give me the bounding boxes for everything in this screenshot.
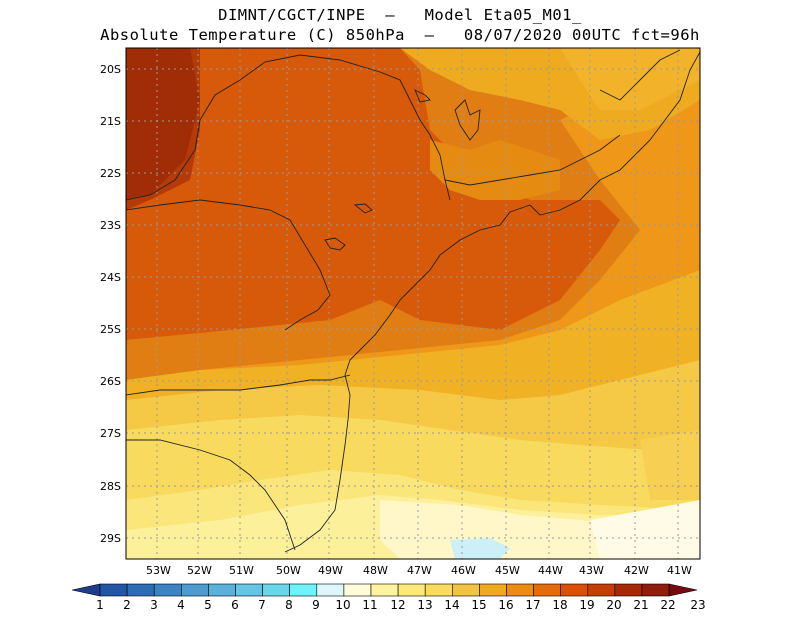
state-border-3 [126, 374, 351, 396]
band-11-12 [590, 500, 700, 559]
colorbar-label: 16 [498, 598, 514, 612]
title-line-2: Absolute Temperature (C) 850hPa – 08/07/… [100, 26, 700, 44]
colorbar-swatch [587, 583, 616, 597]
colorbar-label: 10 [335, 598, 351, 612]
lat-label: 24S [100, 271, 121, 284]
lon-label: 46W [451, 564, 476, 577]
colorbar-label: 5 [204, 598, 212, 612]
lat-label: 25S [100, 323, 121, 336]
lon-label: 45W [495, 564, 520, 577]
colorbar-label: 2 [123, 598, 131, 612]
warm-strip-se [640, 430, 700, 500]
colorbar-swatch [370, 583, 399, 597]
coastline [284, 51, 700, 553]
colorbar-label: 23 [690, 598, 706, 612]
boundaries [126, 49, 700, 553]
colorbar-arrow-right [668, 583, 698, 597]
colorbar-swatch [479, 583, 507, 597]
lon-label: 41W [667, 564, 692, 577]
lon-label: 52W [187, 564, 212, 577]
colorbar-swatch [506, 583, 534, 597]
lat-label: 20S [100, 63, 121, 76]
lon-label: 44W [538, 564, 563, 577]
lat-label: 28S [100, 480, 121, 493]
colorbar-swatch [533, 583, 561, 597]
colorbar-label: 12 [390, 598, 406, 612]
colorbar-swatch [181, 583, 209, 597]
colorbar-label: 1 [96, 598, 104, 612]
reservoir-3 [353, 203, 373, 214]
lat-label: 26S [100, 375, 121, 388]
lon-label: 50W [276, 564, 301, 577]
lat-label: 22S [100, 167, 121, 180]
lat-label: 23S [100, 219, 121, 232]
colorbar-swatch [99, 583, 128, 597]
colorbar-label: 22 [660, 598, 676, 612]
lon-label: 51W [229, 564, 254, 577]
colorbar-swatch [235, 583, 263, 597]
state-border-1 [126, 54, 451, 201]
temperature-field [126, 48, 700, 559]
colorbar-label: 7 [258, 598, 266, 612]
colorbar-label: 19 [579, 598, 595, 612]
colorbar-label: 8 [285, 598, 293, 612]
title-line-1: DIMNT/CGCT/INPE – Model Eta05_M01_ [218, 6, 582, 24]
lat-label: 27S [100, 427, 121, 440]
colorbar-label: 9 [312, 598, 320, 612]
state-border-5 [444, 134, 621, 186]
band-21-22 [126, 48, 200, 200]
colorbar-swatch [289, 583, 318, 597]
colorbar-label: 21 [633, 598, 649, 612]
colorbar-label: 14 [444, 598, 460, 612]
band-16-17-east [560, 48, 700, 110]
colorbar-swatch [126, 583, 155, 597]
lon-label: 49W [318, 564, 343, 577]
lat-label: 21S [100, 115, 121, 128]
lon-label: 48W [363, 564, 388, 577]
lon-label: 43W [579, 564, 604, 577]
reservoir-2 [324, 237, 346, 251]
colorbar-label: 3 [150, 598, 158, 612]
lat-label: 29S [100, 532, 121, 545]
state-border-6 [599, 49, 681, 101]
colorbar-label: 20 [606, 598, 622, 612]
colorbar-swatch [262, 583, 291, 597]
colorbar-label: 17 [525, 598, 541, 612]
colorbar [71, 583, 698, 597]
colorbar-swatch [424, 583, 453, 597]
colorbar-label: 18 [552, 598, 568, 612]
colorbar-label: 13 [417, 598, 433, 612]
colorbar-swatch [560, 583, 589, 597]
colorbar-swatch [641, 583, 670, 597]
lon-label: 53W [146, 564, 171, 577]
colorbar-label: 15 [471, 598, 487, 612]
state-border-2 [126, 199, 331, 331]
colorbar-swatch [343, 583, 372, 597]
colorbar-swatch [451, 583, 480, 597]
colorbar-label: 11 [362, 598, 378, 612]
colorbar-label: 6 [231, 598, 239, 612]
reservoir-1 [454, 99, 481, 141]
band-10-11 [450, 538, 510, 559]
colorbar-label: 4 [177, 598, 185, 612]
warm-island [430, 140, 560, 200]
lon-label: 42W [624, 564, 649, 577]
colorbar-swatch [397, 583, 426, 597]
map-frame [125, 47, 701, 560]
band-19-20 [126, 48, 620, 340]
state-border-4 [126, 439, 296, 551]
reservoir-4 [414, 89, 431, 103]
colorbar-swatch [316, 583, 345, 597]
colorbar-arrow-left [71, 583, 101, 597]
lon-label: 47W [407, 564, 432, 577]
colorbar-swatch [153, 583, 182, 597]
colorbar-swatch [614, 583, 643, 597]
colorbar-swatch [208, 583, 236, 597]
